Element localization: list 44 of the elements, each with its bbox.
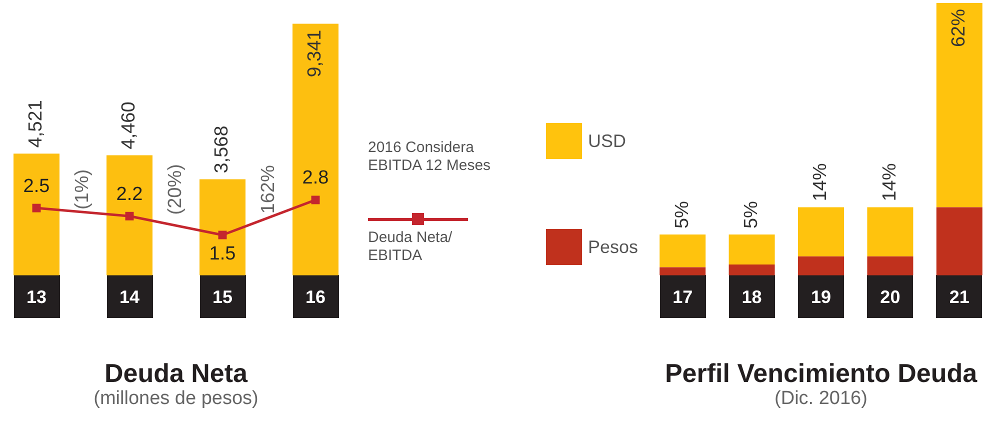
data-label: 3,568 (212, 126, 233, 174)
text: 2016 Considera EBITDA 12 Meses (368, 139, 492, 176)
text: Perfil Vencimiento Deuda (664, 358, 978, 388)
annotation: 162% (258, 165, 280, 214)
annotation: 5% (741, 200, 762, 229)
annotation: 62% (948, 8, 970, 48)
bar (728, 234, 775, 265)
x-tick-label: 14 (119, 287, 140, 308)
bar (660, 267, 706, 276)
x-tick-label: 16 (305, 287, 326, 308)
point (32, 204, 41, 212)
x-tick-label: 18 (742, 287, 762, 308)
data-label: 2.8 (302, 168, 329, 189)
legend-label: Deuda Neta/EBITDA (368, 229, 454, 266)
data-label: 4,460 (118, 102, 140, 150)
point (125, 212, 134, 220)
x-tick-label: 13 (26, 287, 47, 308)
x-tick-label: 20 (880, 287, 900, 308)
x-tick-label: 17 (672, 287, 693, 308)
data-label: 1.5 (209, 244, 236, 265)
text: Deuda Neta (103, 358, 249, 388)
bar (660, 234, 706, 268)
legend-label: Pesos (588, 237, 638, 258)
bar (798, 207, 844, 256)
legend-label: USD (588, 131, 626, 152)
data-label: 2.2 (116, 184, 143, 205)
x-tick-label: 19 (810, 287, 832, 308)
data-label: 9,341 (304, 30, 326, 78)
x-tick-label: 15 (212, 287, 233, 308)
text: (Dic. 2016) (774, 388, 868, 410)
bar (867, 207, 914, 256)
annotation: (1%) (72, 169, 94, 210)
point (311, 196, 320, 204)
text: (millones de pesos) (94, 388, 258, 410)
x-tick-label: 21 (949, 287, 970, 308)
annotation: (20%) (165, 164, 186, 215)
point (218, 230, 227, 240)
bar (936, 3, 982, 208)
annotation: 14% (879, 163, 900, 202)
data-label: 4,521 (26, 100, 47, 148)
annotation: 14% (810, 163, 832, 202)
annotation: 5% (672, 200, 693, 229)
data-label: 2.5 (23, 176, 50, 197)
bar (728, 264, 775, 276)
